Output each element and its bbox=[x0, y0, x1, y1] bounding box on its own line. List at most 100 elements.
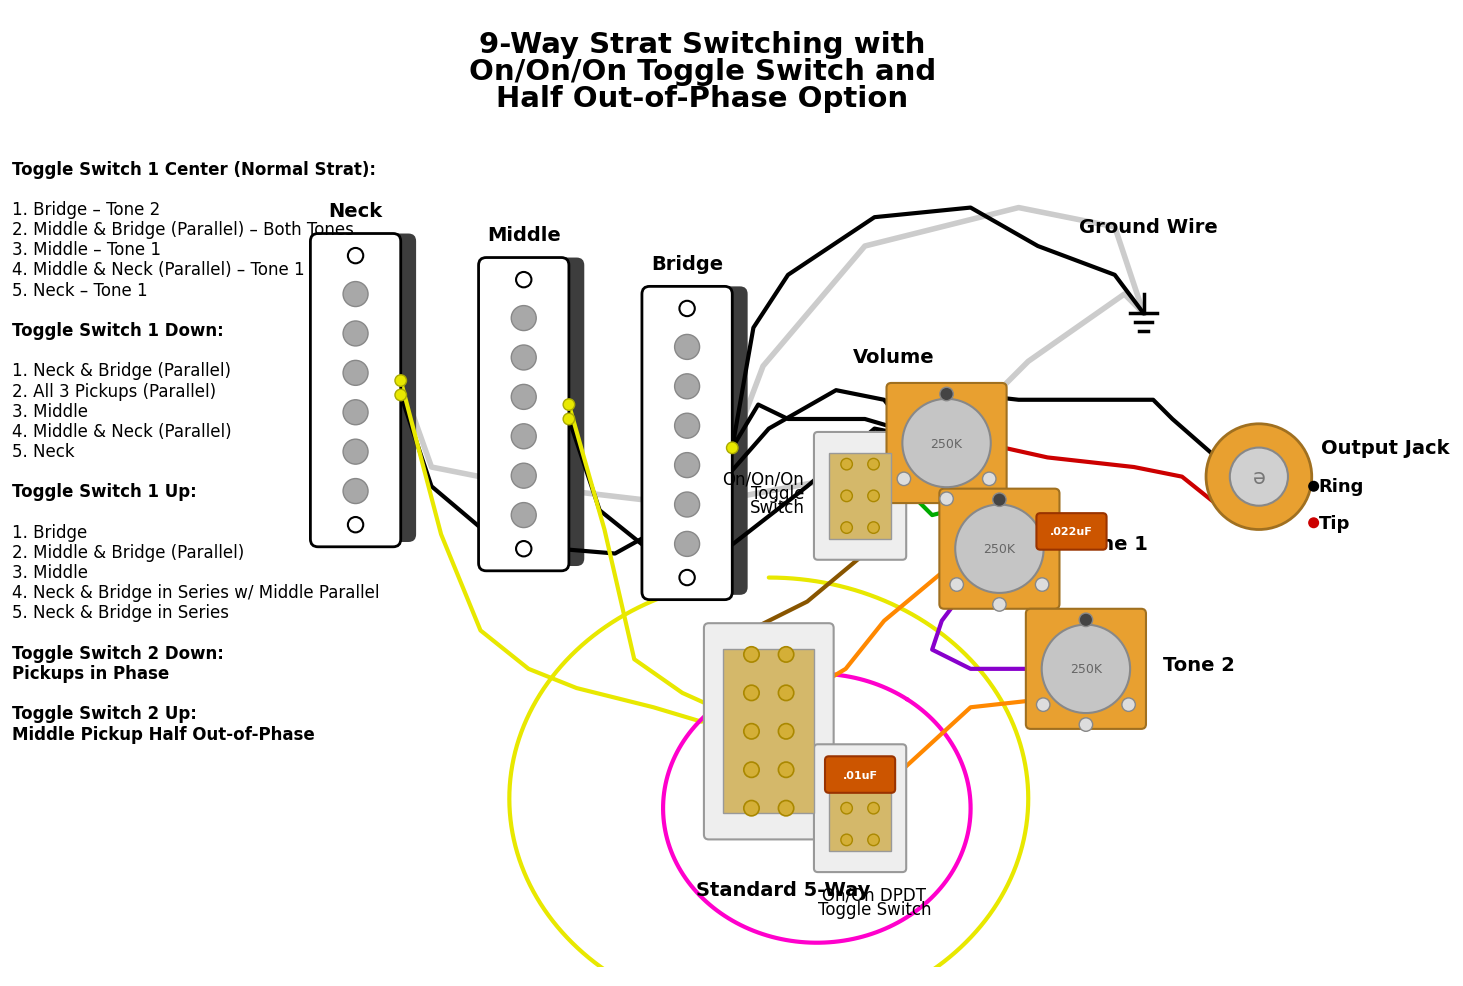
Text: 3. Middle – Tone 1: 3. Middle – Tone 1 bbox=[12, 241, 161, 259]
FancyBboxPatch shape bbox=[704, 623, 834, 839]
FancyBboxPatch shape bbox=[642, 287, 733, 600]
FancyBboxPatch shape bbox=[494, 258, 584, 566]
Circle shape bbox=[868, 523, 879, 533]
Circle shape bbox=[348, 248, 363, 264]
FancyBboxPatch shape bbox=[657, 287, 748, 596]
Circle shape bbox=[679, 302, 695, 317]
Circle shape bbox=[727, 443, 737, 455]
FancyBboxPatch shape bbox=[478, 258, 569, 571]
Text: Middle: Middle bbox=[487, 226, 560, 245]
Circle shape bbox=[342, 440, 369, 464]
Text: On/On DPDT: On/On DPDT bbox=[822, 885, 926, 903]
Circle shape bbox=[342, 282, 369, 308]
Text: Toggle: Toggle bbox=[751, 484, 805, 503]
Text: Output Jack: Output Jack bbox=[1321, 439, 1450, 458]
Circle shape bbox=[674, 531, 699, 557]
Circle shape bbox=[868, 771, 879, 783]
Circle shape bbox=[342, 400, 369, 425]
FancyBboxPatch shape bbox=[825, 756, 895, 793]
Text: 2. Middle & Bridge (Parallel): 2. Middle & Bridge (Parallel) bbox=[12, 543, 244, 561]
Text: 5. Neck – Tone 1: 5. Neck – Tone 1 bbox=[12, 281, 148, 300]
Text: Volume: Volume bbox=[853, 348, 935, 367]
Circle shape bbox=[563, 414, 575, 425]
Text: Toggle Switch 2 Down:: Toggle Switch 2 Down: bbox=[12, 644, 224, 663]
Text: 9-Way Strat Switching with: 9-Way Strat Switching with bbox=[480, 31, 926, 59]
Circle shape bbox=[868, 803, 879, 814]
Text: 5. Neck: 5. Neck bbox=[12, 443, 75, 460]
Circle shape bbox=[342, 321, 369, 347]
Text: Neck: Neck bbox=[329, 202, 383, 221]
Circle shape bbox=[983, 472, 996, 486]
Circle shape bbox=[511, 463, 537, 489]
Text: Toggle Switch 1 Down:: Toggle Switch 1 Down: bbox=[12, 321, 224, 339]
Text: Switch: Switch bbox=[749, 499, 805, 517]
Circle shape bbox=[993, 599, 1007, 611]
Text: .022uF: .022uF bbox=[1050, 527, 1093, 536]
Text: Pickups in Phase: Pickups in Phase bbox=[12, 665, 168, 682]
Circle shape bbox=[903, 399, 990, 488]
FancyBboxPatch shape bbox=[813, 433, 906, 560]
Circle shape bbox=[743, 762, 759, 778]
Circle shape bbox=[679, 570, 695, 586]
Text: On/On/On Toggle Switch and: On/On/On Toggle Switch and bbox=[468, 57, 936, 86]
Circle shape bbox=[743, 724, 759, 740]
Circle shape bbox=[841, 458, 853, 470]
Circle shape bbox=[897, 472, 910, 486]
Circle shape bbox=[1309, 519, 1318, 528]
Circle shape bbox=[563, 399, 575, 411]
Text: 4. Neck & Bridge in Series w/ Middle Parallel: 4. Neck & Bridge in Series w/ Middle Par… bbox=[12, 584, 379, 601]
Circle shape bbox=[841, 771, 853, 783]
Circle shape bbox=[1122, 698, 1135, 712]
Text: 2. All 3 Pickups (Parallel): 2. All 3 Pickups (Parallel) bbox=[12, 383, 215, 400]
Circle shape bbox=[516, 273, 531, 288]
Circle shape bbox=[1036, 698, 1050, 712]
FancyBboxPatch shape bbox=[310, 235, 401, 547]
Text: Tip: Tip bbox=[1318, 515, 1350, 532]
FancyBboxPatch shape bbox=[1026, 609, 1146, 730]
Text: 250K: 250K bbox=[1069, 663, 1102, 675]
Circle shape bbox=[395, 389, 407, 401]
Circle shape bbox=[1309, 482, 1318, 492]
Circle shape bbox=[868, 834, 879, 846]
Circle shape bbox=[516, 541, 531, 557]
Circle shape bbox=[841, 491, 853, 502]
Circle shape bbox=[674, 335, 699, 360]
Circle shape bbox=[348, 518, 363, 532]
Circle shape bbox=[778, 762, 794, 778]
Text: 250K: 250K bbox=[983, 542, 1015, 556]
Circle shape bbox=[342, 361, 369, 386]
Text: 5. Neck & Bridge in Series: 5. Neck & Bridge in Series bbox=[12, 603, 228, 622]
Circle shape bbox=[778, 801, 794, 816]
Text: 1. Neck & Bridge (Parallel): 1. Neck & Bridge (Parallel) bbox=[12, 362, 231, 380]
Circle shape bbox=[743, 685, 759, 701]
Text: Toggle Switch 1 Center (Normal Strat):: Toggle Switch 1 Center (Normal Strat): bbox=[12, 161, 376, 178]
Circle shape bbox=[949, 578, 964, 592]
Circle shape bbox=[395, 376, 407, 387]
Circle shape bbox=[1230, 448, 1287, 506]
Circle shape bbox=[778, 685, 794, 701]
Text: Ground Wire: Ground Wire bbox=[1080, 218, 1217, 238]
Circle shape bbox=[743, 647, 759, 663]
Bar bbox=[723, 650, 815, 813]
Circle shape bbox=[511, 424, 537, 450]
Circle shape bbox=[674, 414, 699, 439]
Text: 250K: 250K bbox=[930, 437, 963, 450]
Text: On/On/On: On/On/On bbox=[723, 470, 805, 488]
Text: ə: ə bbox=[1252, 467, 1265, 487]
Text: 1. Bridge: 1. Bridge bbox=[12, 524, 86, 541]
FancyBboxPatch shape bbox=[326, 235, 415, 542]
Circle shape bbox=[955, 505, 1043, 594]
Circle shape bbox=[511, 503, 537, 528]
Circle shape bbox=[1036, 578, 1049, 592]
Text: 1. Bridge – Tone 2: 1. Bridge – Tone 2 bbox=[12, 201, 159, 219]
Bar bbox=[830, 766, 891, 851]
Circle shape bbox=[1080, 613, 1093, 627]
Text: Tone 2: Tone 2 bbox=[1163, 655, 1235, 673]
Circle shape bbox=[778, 647, 794, 663]
Circle shape bbox=[1080, 718, 1093, 732]
Circle shape bbox=[868, 458, 879, 470]
Circle shape bbox=[841, 523, 853, 533]
Circle shape bbox=[511, 385, 537, 410]
Text: 2. Middle & Bridge (Parallel) – Both Tones: 2. Middle & Bridge (Parallel) – Both Ton… bbox=[12, 221, 354, 239]
Text: Toggle Switch: Toggle Switch bbox=[818, 900, 932, 919]
